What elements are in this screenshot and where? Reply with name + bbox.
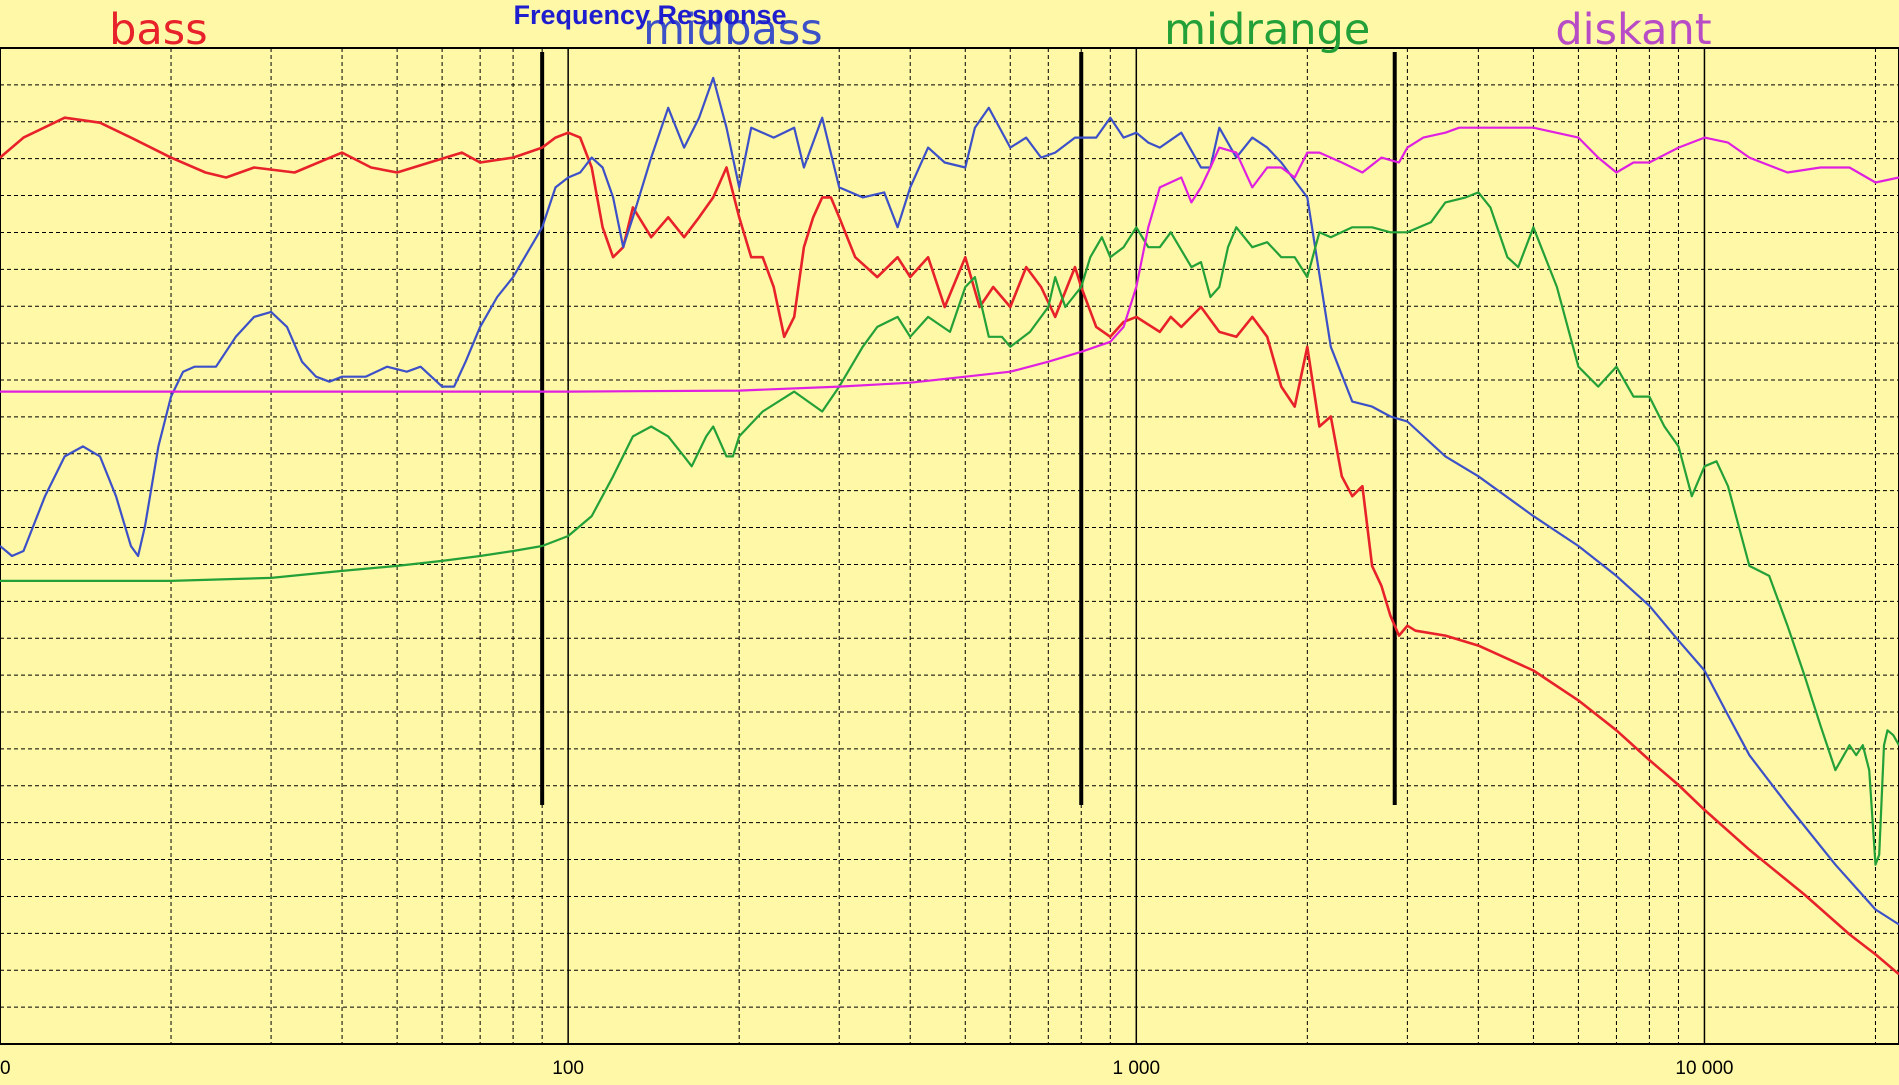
- chart-title: Frequency Response: [513, 0, 786, 30]
- band-label-bass: bass: [109, 5, 207, 55]
- band-label-midrange: midrange: [1164, 5, 1370, 55]
- band-labels: bass midbass midrange diskant: [109, 5, 1711, 55]
- plot-frame: [0, 47, 1899, 1045]
- band-label-diskant: diskant: [1555, 5, 1711, 55]
- grid: [0, 47, 1899, 1045]
- x-tick-labels: 10 100 1 000 10 000: [0, 1058, 1734, 1079]
- series-line-midbass: [0, 76, 1899, 926]
- x-tick-label: 100: [552, 1058, 584, 1079]
- x-tick-label: 10 000: [1675, 1058, 1733, 1079]
- x-tick-label: 1 000: [1113, 1058, 1161, 1079]
- series-line-bass: [0, 116, 1899, 976]
- crossover-lines: [540, 52, 1397, 805]
- series-layer: [0, 76, 1899, 976]
- band-label-midbass: midbass: [643, 5, 823, 55]
- series-line-midrange: [0, 191, 1899, 866]
- x-tick-label: 10: [0, 1058, 11, 1079]
- series-line-diskant: [0, 126, 1899, 393]
